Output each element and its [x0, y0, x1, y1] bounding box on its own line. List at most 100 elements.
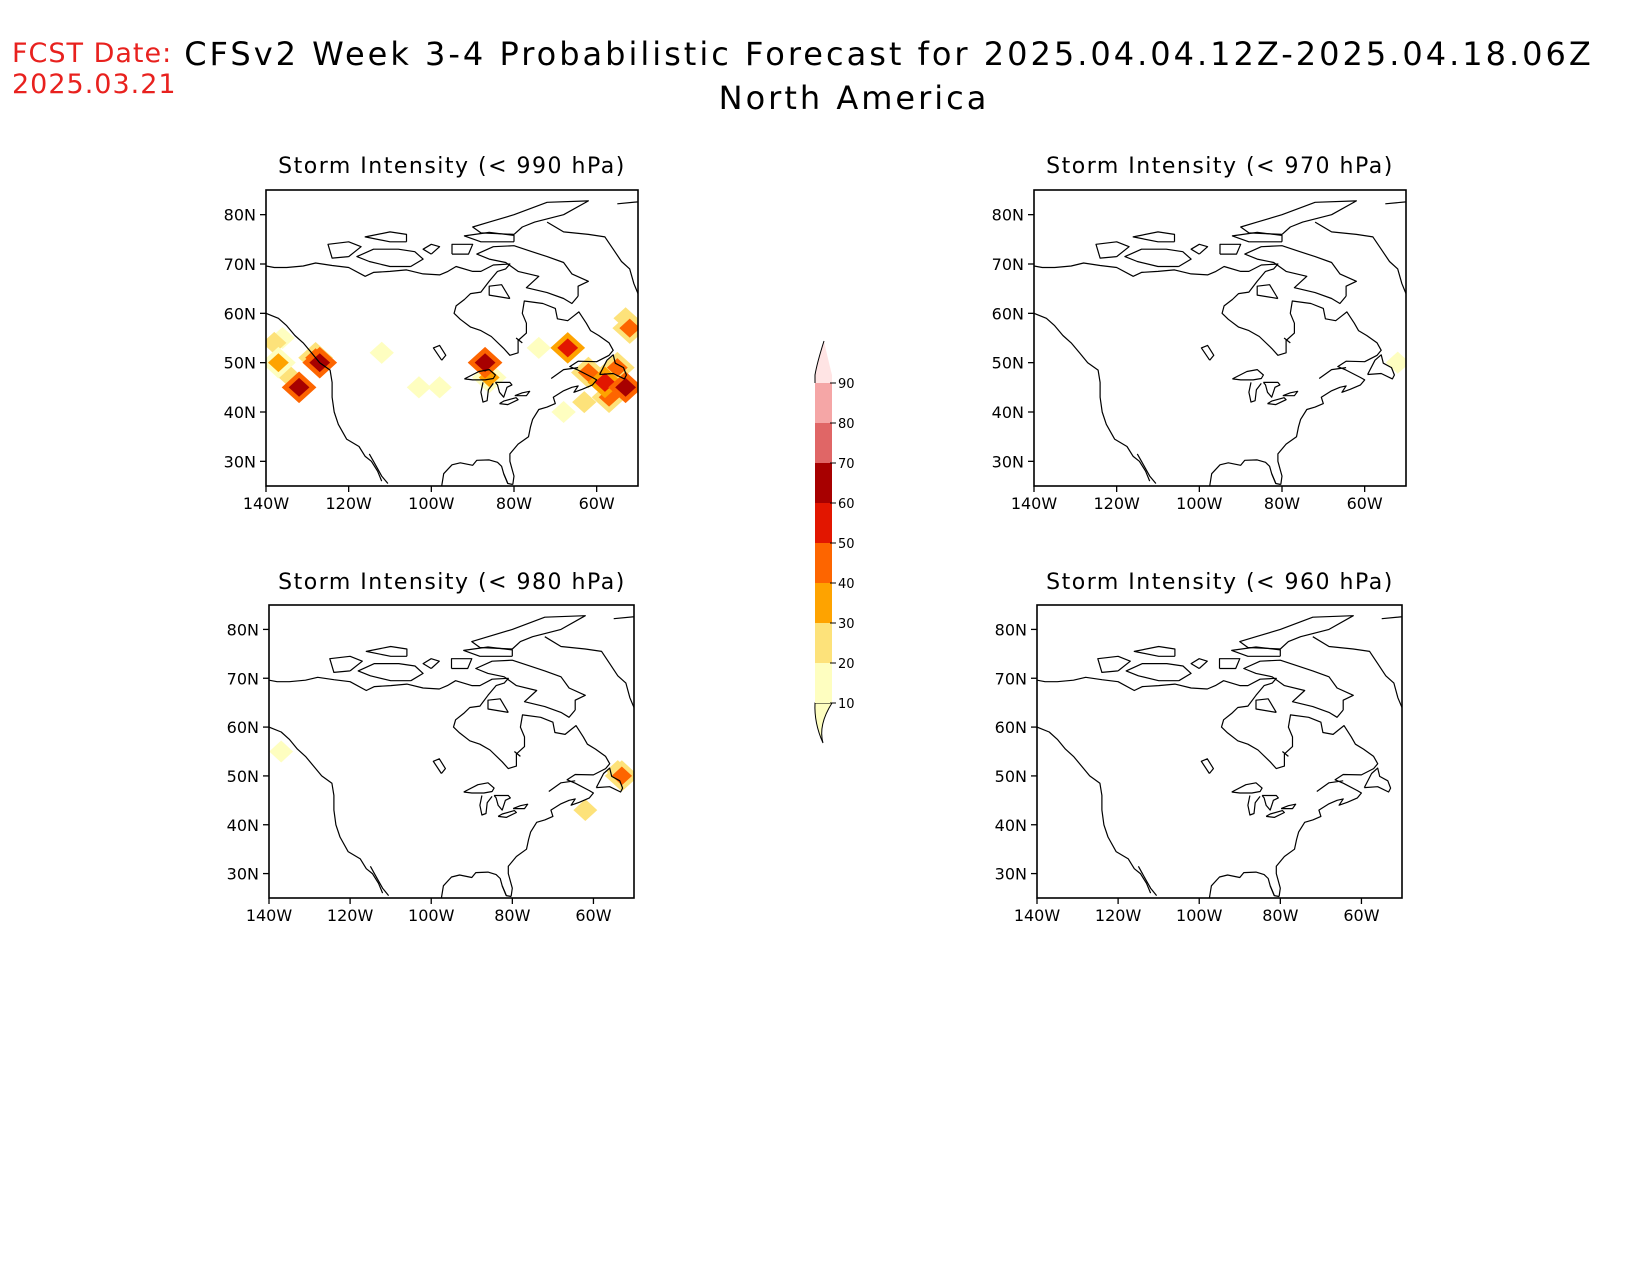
lon-tick-label: 80W: [494, 906, 530, 925]
lat-tick-label: 50N: [224, 354, 256, 373]
prob-cell: [369, 341, 394, 364]
colorbar-label: 20: [838, 657, 855, 672]
colorbar-upper-extension: [815, 341, 832, 383]
prob-cell: [427, 376, 452, 399]
lat-tick-label: 70N: [992, 255, 1024, 274]
lat-tick-label: 40N: [992, 403, 1024, 422]
colorbar-lower-extension: [814, 702, 833, 744]
colorbar-label: 70: [838, 457, 855, 472]
lat-tick-label: 70N: [995, 669, 1027, 688]
prob-cell: [557, 338, 579, 358]
colorbar-segment: [815, 423, 832, 463]
coastline: [269, 615, 634, 898]
lat-tick-label: 30N: [995, 865, 1027, 884]
lat-tick-label: 30N: [992, 452, 1024, 471]
lon-tick-label: 60W: [1347, 494, 1383, 513]
map-background: [269, 605, 634, 898]
lon-tick-label: 140W: [243, 494, 290, 513]
lat-tick-label: 40N: [995, 816, 1027, 835]
lat-tick-label: 60N: [992, 304, 1024, 323]
prob-cell: [288, 377, 310, 397]
panel-title-p970: Storm Intensity (< 970 hPa): [1046, 154, 1394, 179]
colorbar-segment: [815, 543, 832, 583]
map-background: [1037, 605, 1402, 898]
probability-cells: [269, 740, 634, 822]
colorbar-segment: [815, 663, 832, 703]
probability-cells: [1385, 351, 1406, 374]
prob-cell: [478, 367, 500, 387]
lat-tick-label: 60N: [227, 718, 259, 737]
lon-tick-label: 100W: [408, 494, 455, 513]
colorbar-label: 60: [838, 497, 855, 512]
lat-tick-label: 60N: [224, 304, 256, 323]
map-frame: [1036, 604, 1403, 899]
lon-tick-label: 140W: [1014, 906, 1061, 925]
map-frame: [268, 604, 635, 899]
panel-title-p980: Storm Intensity (< 980 hPa): [278, 570, 626, 595]
colorbar-segment: [815, 383, 832, 423]
lat-tick-label: 50N: [995, 767, 1027, 786]
figure-title: CFSv2 Week 3-4 Probabilistic Forecast fo…: [0, 34, 1650, 118]
lon-tick-label: 120W: [325, 494, 372, 513]
title-line-1: CFSv2 Week 3-4 Probabilistic Forecast fo…: [184, 35, 1594, 73]
lon-tick-label: 60W: [579, 494, 615, 513]
prob-cell: [278, 366, 303, 389]
prob-cell: [267, 353, 289, 373]
fcst-date-value: 2025.03.21: [12, 69, 177, 100]
prob-cell: [406, 376, 432, 399]
colorbar-label: 80: [838, 417, 855, 432]
colorbar-label: 40: [838, 577, 855, 592]
prob-cell: [269, 740, 294, 763]
prob-cell: [573, 799, 598, 822]
colorbar-label: 50: [838, 537, 855, 552]
lat-tick-label: 70N: [224, 255, 256, 274]
title-line-2: North America: [718, 79, 990, 117]
lat-tick-label: 80N: [995, 620, 1027, 639]
lat-tick-label: 80N: [992, 206, 1024, 225]
coastline: [1037, 615, 1402, 898]
prob-cell: [572, 391, 597, 414]
fcst-date-block: FCST Date: 2025.03.21: [12, 38, 177, 100]
lat-tick-label: 60N: [995, 718, 1027, 737]
colorbar-segment: [815, 623, 832, 663]
prob-cell: [266, 331, 287, 354]
prob-cell: [611, 766, 633, 786]
lon-tick-label: 120W: [1095, 906, 1142, 925]
colorbar-label: 10: [838, 697, 855, 712]
fcst-date-label: FCST Date:: [12, 38, 173, 69]
prob-cell: [619, 318, 638, 338]
colorbar-label: 30: [838, 617, 855, 632]
lat-tick-label: 50N: [992, 354, 1024, 373]
prob-cell: [551, 400, 576, 424]
map-background: [266, 190, 638, 486]
colorbar-segment: [815, 463, 832, 503]
prob-cell: [606, 358, 628, 378]
lon-tick-label: 120W: [327, 906, 374, 925]
lat-tick-label: 50N: [227, 767, 259, 786]
lat-tick-label: 30N: [224, 452, 256, 471]
lon-tick-label: 140W: [1011, 494, 1058, 513]
lon-tick-label: 100W: [1176, 906, 1223, 925]
map-panel-p970: Storm Intensity (< 970 hPa) 80N 70N 60N 50N 4…: [992, 154, 1407, 513]
lat-tick-label: 70N: [227, 669, 259, 688]
colorbar: 10 20 30 40 50 60 70 80 90: [814, 340, 855, 744]
lat-tick-label: 80N: [224, 206, 256, 225]
prob-cell: [1385, 351, 1406, 374]
panel-title-p960: Storm Intensity (< 960 hPa): [1046, 570, 1394, 595]
prob-cell: [526, 336, 551, 359]
coastline: [1034, 200, 1406, 486]
map-frame: [265, 189, 639, 487]
map-frame: [1033, 189, 1407, 487]
map-panel-p960: Storm Intensity (< 960 hPa) 80N 70N 60N 50N 4…: [995, 570, 1403, 925]
colorbar-segment: [815, 583, 832, 623]
map-panel-p980: Storm Intensity (< 980 hPa) 80N 70N 60N 50N 4…: [227, 570, 635, 925]
prob-cell: [615, 377, 637, 397]
lat-tick-label: 80N: [227, 620, 259, 639]
colorbar-segment: [815, 503, 832, 543]
lon-tick-label: 120W: [1093, 494, 1140, 513]
colorbar-label: 90: [838, 377, 855, 392]
coastline: [266, 200, 638, 486]
map-background: [1034, 190, 1406, 486]
lon-tick-label: 100W: [408, 906, 455, 925]
